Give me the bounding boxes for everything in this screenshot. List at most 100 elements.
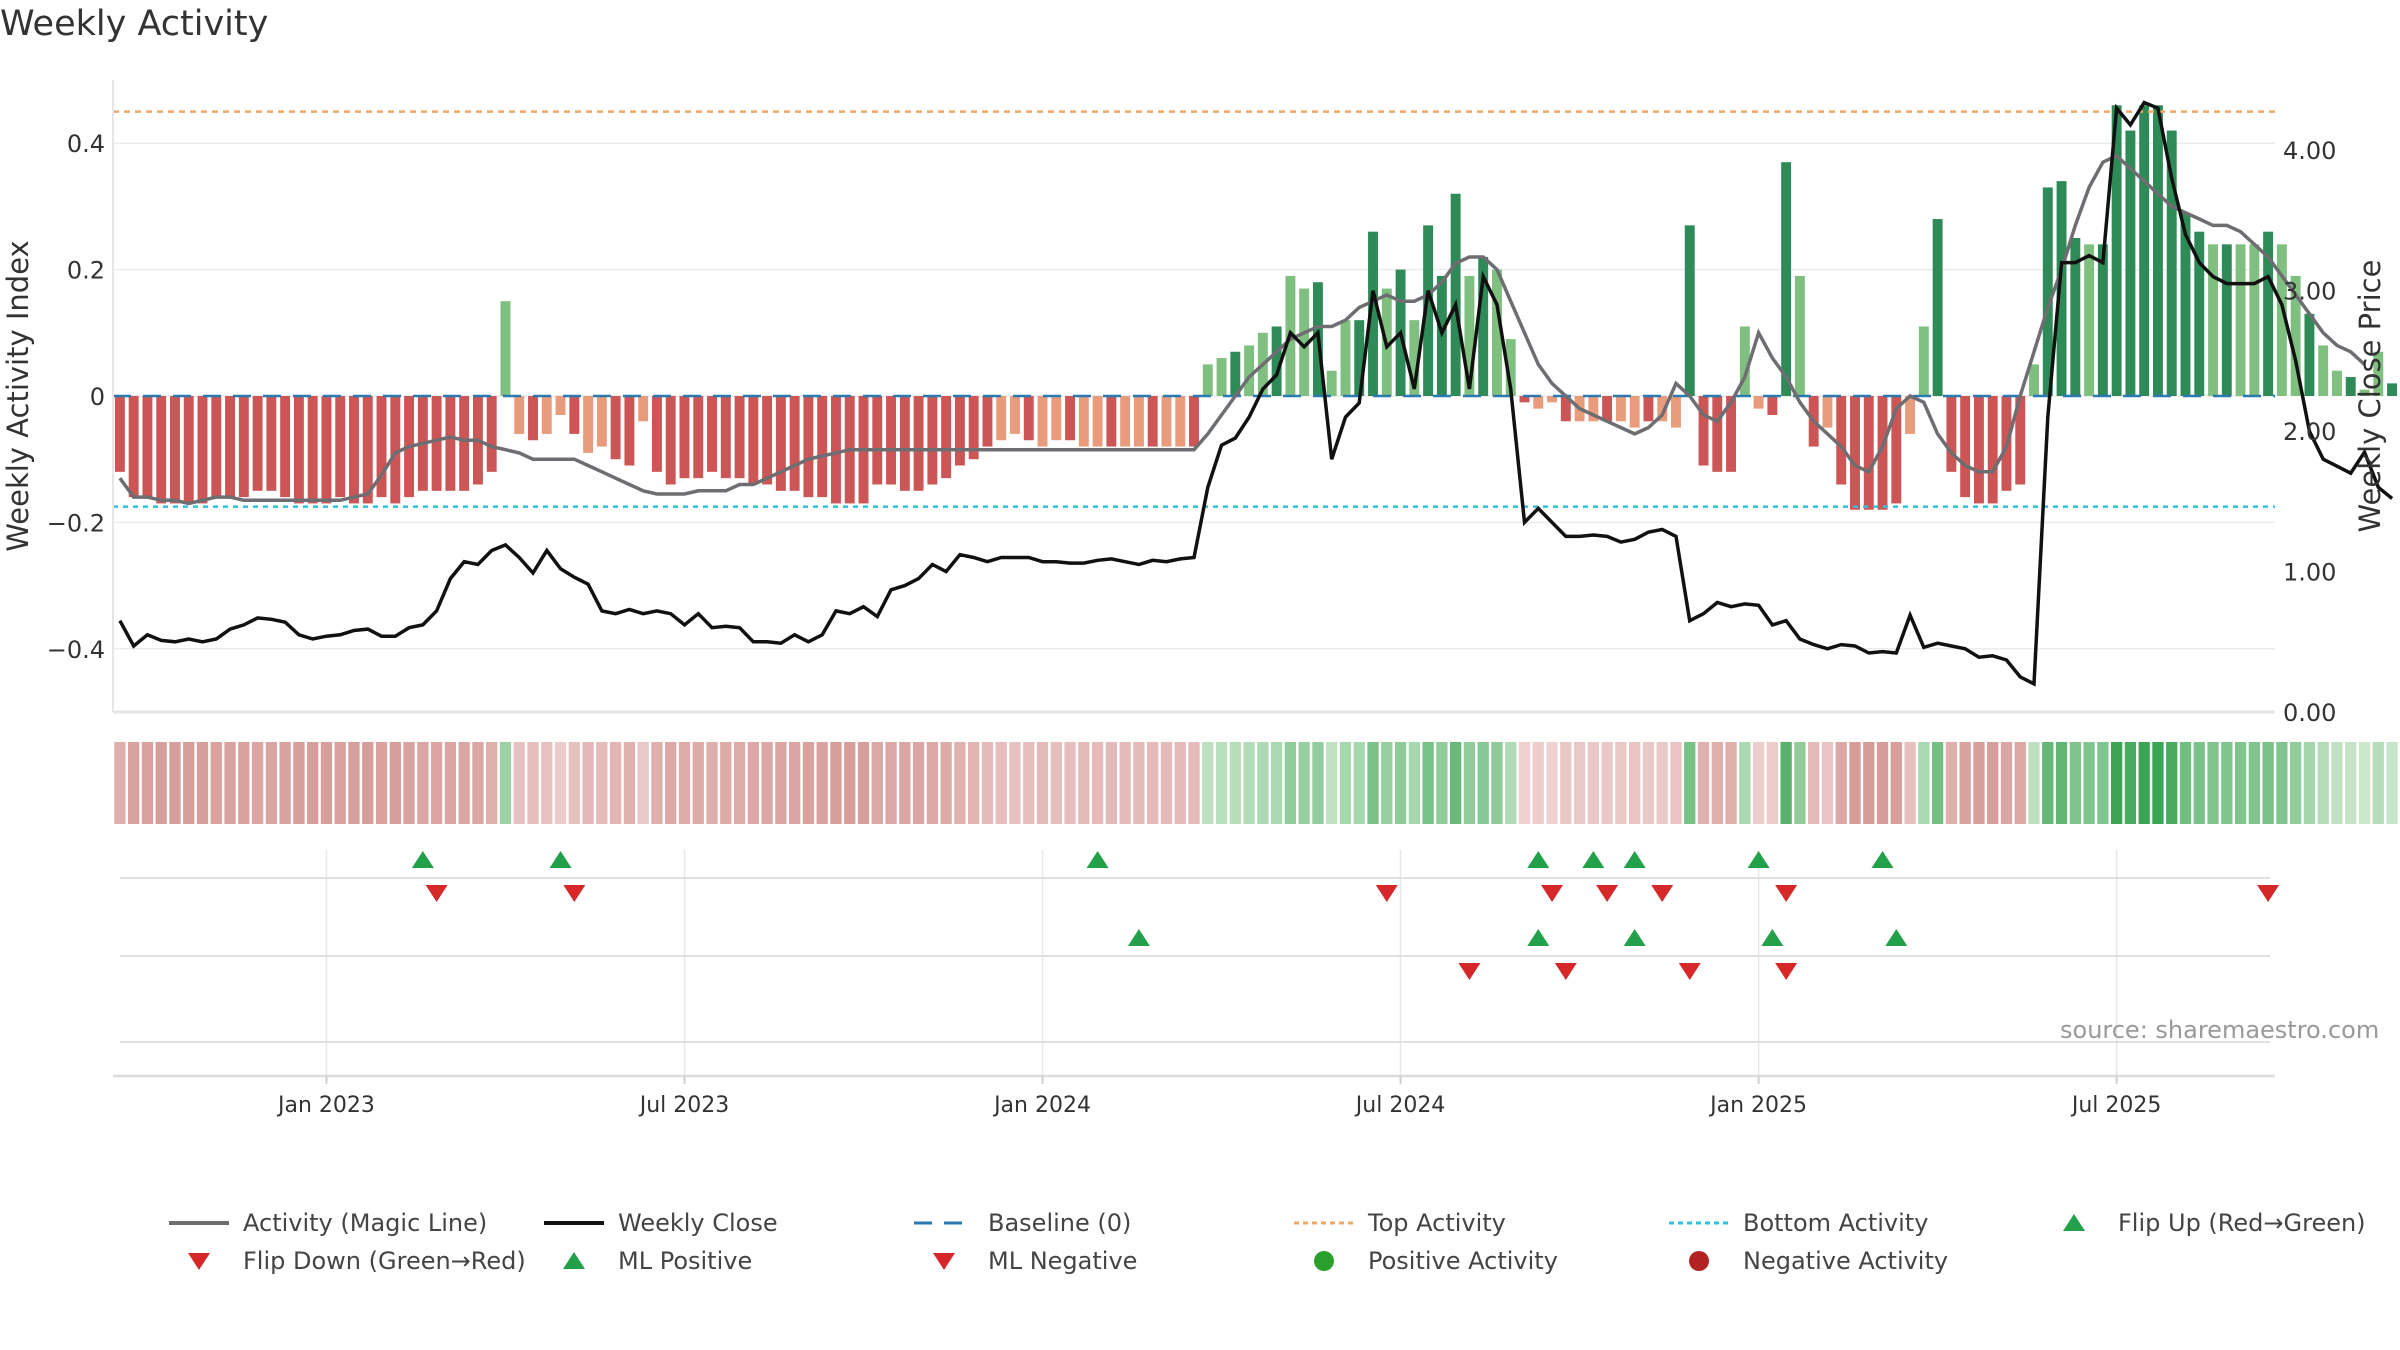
legend-symbol-icon [169, 1221, 229, 1225]
activity-bar [1560, 396, 1571, 422]
activity-bar [693, 396, 704, 479]
activity-bar [2221, 244, 2232, 396]
activity-bar [142, 396, 153, 498]
heat-cell [1931, 742, 1944, 824]
flip-up-marker [549, 851, 572, 868]
heat-cell [114, 742, 126, 824]
x-tick-label: Jan 2024 [992, 1093, 1091, 1118]
heat-cell [1422, 742, 1434, 824]
heat-cell [1546, 742, 1558, 824]
activity-bar [2111, 105, 2122, 396]
heat-cell [1091, 742, 1104, 824]
ml-negative-marker [1775, 963, 1798, 980]
heat-cell [2193, 742, 2205, 824]
heat-cell [1463, 742, 1476, 824]
activity-bar [803, 396, 814, 498]
legend-item: Activity (Magic Line) [165, 1205, 487, 1241]
heat-cell [761, 742, 773, 824]
heat-cell [1477, 742, 1489, 824]
y2-tick-label: 2.00 [2283, 418, 2336, 446]
activity-bar [1877, 396, 1888, 510]
activity-bar [1299, 288, 1310, 396]
activity-bar [1946, 396, 1957, 472]
activity-bar [1464, 275, 1475, 396]
activity-bar [2332, 370, 2342, 396]
heat-cell [582, 742, 594, 824]
activity-bar [1491, 269, 1502, 396]
heat-cell [1532, 742, 1544, 824]
y2-tick-label: 1.00 [2283, 559, 2336, 587]
heat-cell [2207, 742, 2219, 824]
heat-cell [554, 742, 567, 824]
y-axis-title: Weekly Activity Index [1, 240, 35, 551]
heat-cell [2124, 742, 2137, 824]
activity-bar [968, 396, 979, 460]
legend-label: ML Positive [618, 1247, 753, 1275]
heat-cell [665, 742, 677, 824]
activity-bar [321, 396, 332, 504]
heat-cell [733, 742, 746, 824]
heat-cell [183, 742, 195, 824]
heat-cell [1353, 742, 1365, 824]
heat-cell [1697, 742, 1710, 824]
activity-bar [1726, 396, 1737, 472]
activity-bar [2070, 238, 2081, 396]
heat-cell [1133, 742, 1145, 824]
activity-bar [362, 396, 373, 504]
activity-bar [2029, 364, 2039, 396]
y-tick-label: −0.4 [47, 636, 105, 664]
heat-cell [1794, 742, 1806, 824]
activity-bar [114, 396, 125, 472]
flip-down-marker [425, 885, 448, 902]
activity-bar [1698, 396, 1709, 466]
activity-bar [954, 396, 965, 466]
heat-cell [224, 742, 236, 824]
magic-line [118, 153, 2366, 506]
activity-bar [349, 396, 359, 504]
y-tick-label: 0.2 [67, 257, 105, 285]
ml-negative-marker [1458, 963, 1481, 980]
heat-cell [1229, 742, 1241, 824]
heat-cell [238, 742, 250, 824]
heat-cell [403, 742, 415, 824]
heat-cell [1601, 742, 1613, 824]
activity-bar [1794, 275, 1805, 396]
activity-bar [638, 396, 649, 422]
activity-bar [1037, 396, 1048, 447]
heat-cell [320, 742, 333, 824]
heat-cell [2386, 742, 2398, 824]
heat-cell [2262, 742, 2274, 824]
heat-cell [513, 742, 525, 824]
activity-bar [555, 396, 566, 415]
legend-symbol-icon [1669, 1221, 1729, 1225]
heat-cell [348, 742, 360, 824]
activity-bar [183, 396, 194, 504]
heat-cell [2166, 742, 2178, 824]
heat-cell [1147, 742, 1159, 824]
legend-symbol-icon [544, 1221, 604, 1225]
activity-bar [293, 396, 304, 504]
flip-down-marker [563, 885, 586, 902]
activity-bar [1065, 396, 1076, 441]
heat-cell [899, 742, 911, 824]
activity-bar [445, 396, 456, 491]
heat-cell [912, 742, 925, 824]
heat-cell [1821, 742, 1834, 824]
heat-cell [2276, 742, 2288, 824]
heat-cell [747, 742, 759, 824]
heat-cell [1573, 742, 1586, 824]
heat-cell [1918, 742, 1930, 824]
y2-tick-label: 0.00 [2283, 699, 2336, 727]
heat-cell [2317, 742, 2329, 824]
activity-bar [2345, 377, 2356, 396]
x-axis: Jan 2023 Jul 2023 Jan 2024 Jul 2024 Jan 2025… [113, 1074, 2275, 1118]
legend-symbol-icon [933, 1253, 955, 1270]
heat-cell [954, 742, 966, 824]
activity-bar [1973, 396, 1984, 504]
x-tick-label: Jul 2023 [638, 1093, 730, 1118]
heat-cell [430, 742, 443, 824]
heat-cell [2234, 742, 2247, 824]
activity-bar [1684, 225, 1695, 396]
flip-up-marker [1623, 851, 1646, 868]
heat-cell [1312, 742, 1324, 824]
